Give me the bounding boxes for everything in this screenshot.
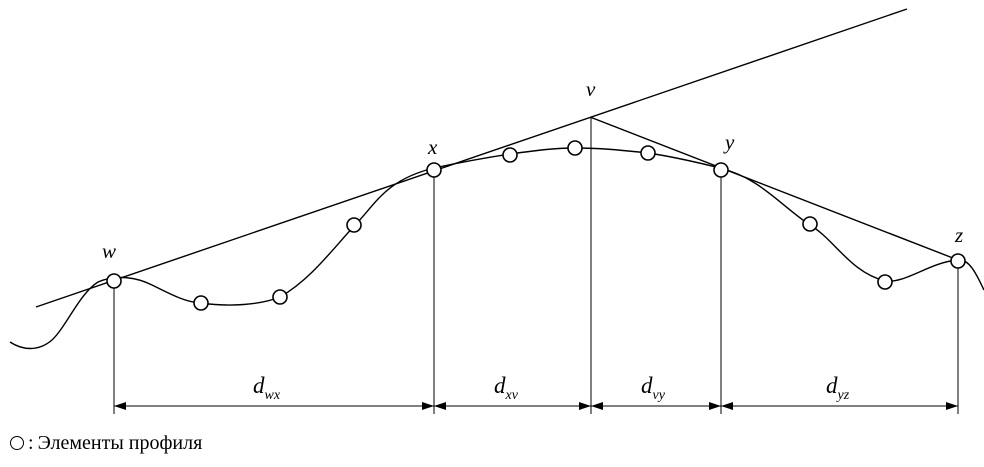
profile-element-z <box>950 253 966 269</box>
distance-label-yz: dyz <box>826 373 850 403</box>
point-label-y: y <box>723 130 735 154</box>
profile-element <box>346 217 362 233</box>
point-label-x: x <box>427 135 438 159</box>
profile-element <box>640 145 656 161</box>
profile-element <box>877 274 893 290</box>
profile-element-marker-icon <box>10 436 24 450</box>
profile-element <box>502 147 518 163</box>
tangent-line-right <box>589 116 959 261</box>
profile-element-w <box>106 273 122 289</box>
profile-element-x <box>426 162 442 178</box>
distance-label-xv: dxv <box>494 373 519 403</box>
legend-text: Элементы профиля <box>37 431 203 454</box>
tangent-line-main <box>35 8 908 308</box>
point-label-z: z <box>954 223 963 247</box>
profile-curve <box>9 147 984 350</box>
profile-element <box>802 216 818 232</box>
distance-label-wx: dwx <box>253 373 281 403</box>
profile-element <box>567 140 583 156</box>
profile-element-y <box>713 162 729 178</box>
legend: : Элементы профиля <box>10 430 202 456</box>
distance-label-vy: dvy <box>641 373 666 403</box>
point-label-w: w <box>102 239 116 263</box>
legend-separator: : <box>28 431 34 454</box>
point-label-v: v <box>586 77 596 101</box>
profile-element <box>193 295 209 311</box>
profile-element <box>272 289 288 305</box>
